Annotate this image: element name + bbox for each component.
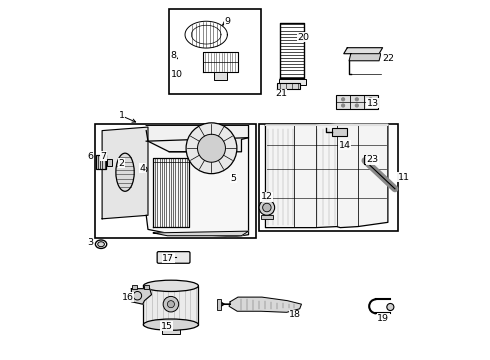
Text: 4: 4	[140, 164, 146, 173]
Text: 11: 11	[398, 173, 410, 182]
Text: 20: 20	[297, 33, 309, 42]
Circle shape	[387, 303, 394, 311]
Text: 2: 2	[119, 158, 124, 167]
Text: 22: 22	[382, 54, 394, 63]
Bar	[169, 9, 261, 94]
Bar	[214, 72, 227, 80]
Bar	[333, 128, 347, 136]
Ellipse shape	[116, 153, 134, 191]
Bar	[261, 215, 272, 219]
Text: 21: 21	[275, 89, 287, 98]
Text: 9: 9	[224, 17, 230, 26]
Text: 12: 12	[261, 193, 273, 202]
Polygon shape	[266, 124, 388, 228]
Circle shape	[342, 98, 344, 101]
Bar	[162, 325, 180, 334]
Circle shape	[263, 203, 271, 212]
Bar	[144, 286, 198, 325]
Bar	[132, 285, 137, 289]
Polygon shape	[146, 138, 248, 237]
Bar	[259, 123, 398, 231]
Bar	[278, 79, 306, 85]
Ellipse shape	[144, 319, 198, 330]
FancyBboxPatch shape	[157, 252, 190, 263]
Text: 14: 14	[339, 141, 350, 150]
Polygon shape	[131, 289, 151, 304]
Ellipse shape	[98, 242, 104, 247]
Text: 6: 6	[88, 152, 94, 161]
Text: 10: 10	[172, 70, 183, 79]
Bar	[95, 123, 256, 238]
Polygon shape	[344, 48, 383, 54]
Circle shape	[186, 123, 237, 174]
Circle shape	[259, 200, 274, 215]
Circle shape	[168, 301, 174, 308]
Text: 18: 18	[289, 310, 301, 319]
Bar	[145, 285, 149, 289]
Text: 17: 17	[162, 254, 174, 263]
Circle shape	[355, 104, 358, 107]
Polygon shape	[153, 231, 248, 236]
Text: 5: 5	[231, 174, 237, 183]
Circle shape	[369, 98, 372, 101]
Circle shape	[197, 134, 225, 162]
Circle shape	[342, 104, 344, 107]
Text: 3: 3	[87, 238, 94, 247]
Polygon shape	[146, 125, 248, 152]
Bar	[96, 154, 106, 170]
Polygon shape	[266, 124, 388, 125]
Text: 8: 8	[170, 51, 176, 60]
Circle shape	[355, 98, 358, 101]
Bar	[336, 95, 378, 109]
Circle shape	[369, 104, 372, 107]
Ellipse shape	[144, 280, 198, 292]
Polygon shape	[349, 54, 381, 61]
Bar	[107, 159, 112, 166]
Text: 13: 13	[367, 99, 379, 108]
Polygon shape	[229, 297, 301, 312]
Text: 19: 19	[377, 314, 389, 323]
Text: 23: 23	[367, 155, 379, 164]
Bar	[364, 155, 370, 164]
Polygon shape	[102, 127, 148, 219]
Bar	[217, 299, 221, 310]
Text: 1: 1	[119, 111, 124, 120]
Ellipse shape	[142, 167, 147, 172]
Text: 16: 16	[122, 293, 134, 302]
Text: 7: 7	[100, 152, 106, 161]
Bar	[277, 83, 300, 89]
Circle shape	[163, 296, 179, 312]
Text: 15: 15	[161, 322, 172, 331]
